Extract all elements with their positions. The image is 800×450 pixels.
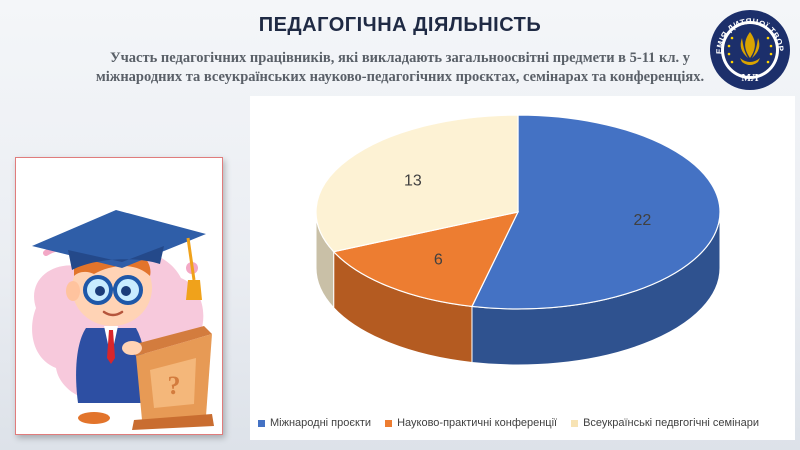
pie-chart: 22 6 13 <box>315 114 721 366</box>
academy-logo: АКАДЕМІЯ ДИТЯЧОЇ ТВОРЧОСТІ МЛ <box>708 8 790 90</box>
student-at-lectern-illustration: ? <box>32 210 214 430</box>
pie-slice-3 <box>315 114 519 253</box>
data-label-1: 22 <box>634 212 652 229</box>
legend-swatch-1 <box>258 419 265 427</box>
legend-label-3: Всеукраїнські педвгогічні семінари <box>583 417 759 429</box>
legend-item-3: Всеукраїнські педвгогічні семінари <box>571 414 759 432</box>
illustration-frame: ? <box>15 157 223 435</box>
chart-area: 22 6 13 <box>250 96 795 440</box>
data-label-2: 6 <box>434 251 443 268</box>
pie-slice-2 <box>332 211 520 308</box>
pie-data-labels: 22 6 13 <box>404 172 651 268</box>
page-subtitle: Участь педагогічних працівників, які вик… <box>60 49 740 87</box>
legend-swatch-2 <box>385 419 393 427</box>
pie-slice-1 <box>471 114 721 310</box>
subtitle-line-1: Участь педагогічних працівників, які вик… <box>109 50 691 66</box>
pie-slices <box>315 114 721 310</box>
legend-label-2: Науково-практичні конференції <box>397 417 558 429</box>
logo-star-icons <box>727 36 773 64</box>
legend-swatch-3 <box>571 419 579 427</box>
page-title: ПЕДАГОГІЧНА ДІЯЛЬНІСТЬ <box>258 14 542 36</box>
legend-item-1: Міжнародні проєкти <box>258 414 371 432</box>
logo-initials: МЛ <box>742 73 759 84</box>
svg-text:?: ? <box>168 371 181 400</box>
subtitle-line-2: міжнародних та всеукраїнських науково-пе… <box>95 69 705 85</box>
chart-legend: Міжнародні проєкти Науково-практичні конф… <box>258 414 793 432</box>
data-label-3: 13 <box>404 172 422 189</box>
legend-label-1: Міжнародні проєкти <box>270 417 372 429</box>
logo-flame-icon <box>740 32 760 65</box>
legend-item-2: Науково-практичні конференції <box>385 414 557 432</box>
